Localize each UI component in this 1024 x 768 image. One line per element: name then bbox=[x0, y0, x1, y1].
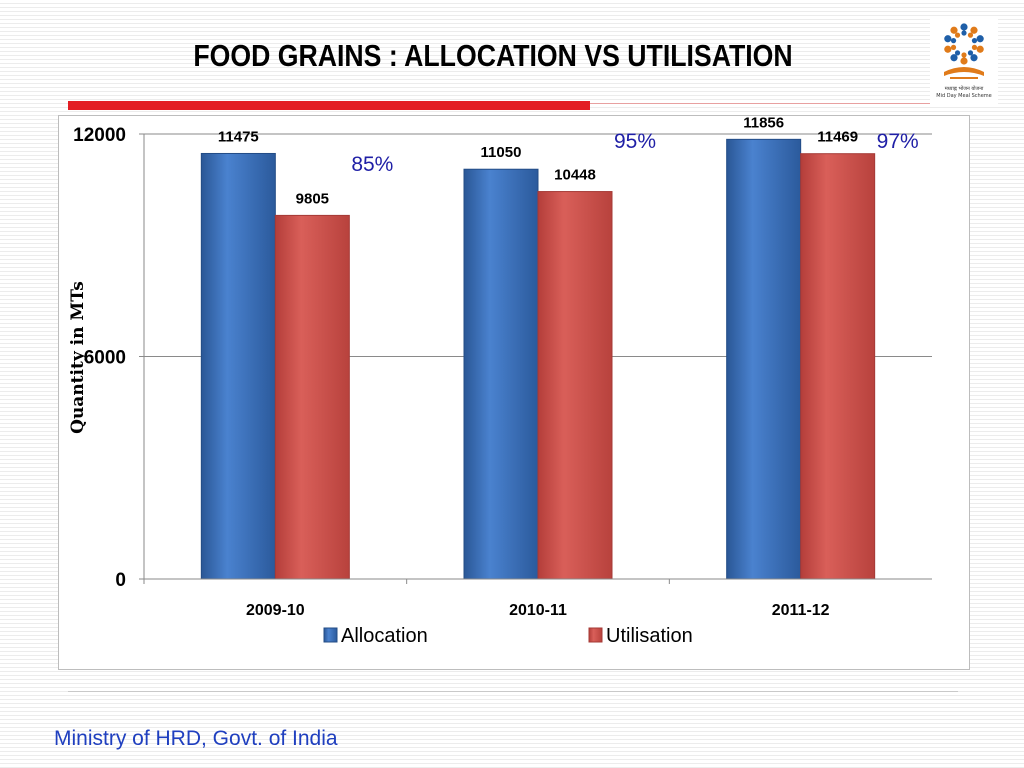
bar-utilisation-2011-12 bbox=[800, 153, 876, 580]
legend-swatch-utilisation bbox=[588, 627, 603, 643]
bar-allocation-2011-12 bbox=[726, 138, 802, 580]
y-axis-title: Quantity in MTs bbox=[68, 281, 88, 434]
utilisation-percent-2009-10: 85% bbox=[351, 153, 394, 177]
bar-utilisation-2010-11 bbox=[537, 191, 613, 580]
footer-divider bbox=[68, 691, 958, 692]
data-label-allocation-2009-10: 11475 bbox=[218, 128, 259, 145]
chart-frame: 11475 9805 11050 10448 11856 11469 0 6000 12000… bbox=[58, 115, 970, 670]
y-tick-label: 0 bbox=[115, 570, 126, 591]
data-label-utilisation-2010-11: 10448 bbox=[554, 167, 596, 184]
x-tick-label-2010-11: 2010-11 bbox=[509, 602, 567, 619]
bar-utilisation-2009-10 bbox=[274, 214, 350, 580]
y-tick-label: 6000 bbox=[84, 348, 126, 369]
footer-ministry: Ministry of HRD, Govt. of India bbox=[54, 727, 338, 750]
data-label-utilisation-2011-12: 11469 bbox=[817, 129, 858, 146]
x-tick-label-2011-12: 2011-12 bbox=[772, 602, 830, 619]
legend-label-utilisation: Utilisation bbox=[606, 625, 693, 647]
logo-emblem-icon bbox=[944, 23, 984, 79]
legend-swatch-allocation bbox=[323, 627, 338, 643]
x-tick-label-2009-10: 2009-10 bbox=[246, 602, 305, 619]
legend-label-allocation: Allocation bbox=[341, 625, 428, 647]
title-underline bbox=[68, 101, 590, 110]
utilisation-percent-2011-12: 97% bbox=[876, 130, 919, 153]
title-underline-thin bbox=[590, 103, 940, 104]
data-label-utilisation-2009-10: 9805 bbox=[296, 190, 329, 207]
logo-caption-hindi: मध्याह्न भोजन योजना bbox=[944, 86, 984, 92]
data-label-allocation-2011-12: 11856 bbox=[743, 116, 784, 131]
logo-caption-english: Mid Day Meal Scheme bbox=[936, 93, 992, 99]
bar-chart: 11475 9805 11050 10448 11856 11469 0 6000 12000… bbox=[68, 116, 932, 647]
bar-allocation-2009-10 bbox=[200, 152, 276, 580]
slide-title: FOOD GRAINS : ALLOCATION VS UTILISATION bbox=[193, 38, 793, 73]
utilisation-percent-2010-11: 95% bbox=[614, 130, 657, 153]
y-tick-label: 12000 bbox=[73, 125, 126, 146]
mid-day-meal-logo: मध्याह्न भोजन योजना Mid Day Meal Scheme bbox=[930, 18, 998, 104]
bar-allocation-2010-11 bbox=[463, 168, 539, 580]
data-label-allocation-2010-11: 11050 bbox=[481, 144, 522, 161]
